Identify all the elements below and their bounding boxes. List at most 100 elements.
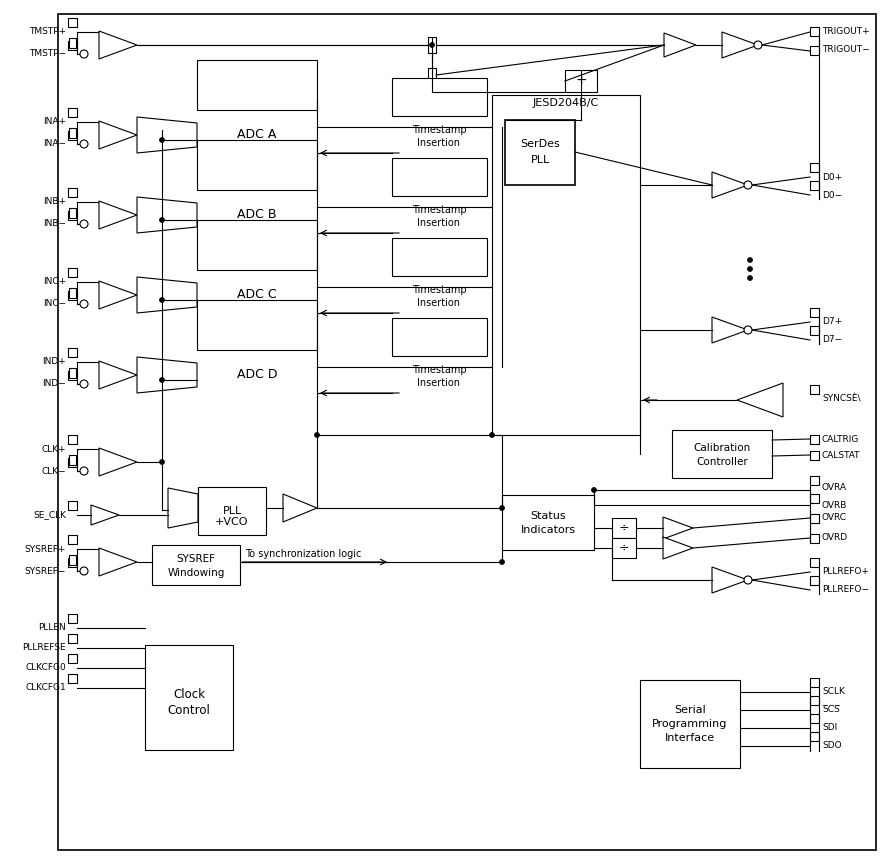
Text: ÷: ÷ [619,521,629,535]
Text: SYSREF: SYSREF [176,554,215,564]
Polygon shape [99,448,137,476]
Text: CALTRIG: CALTRIG [822,434,860,444]
Circle shape [744,576,752,584]
Text: INC+: INC+ [43,278,66,286]
Circle shape [499,506,505,511]
Text: INA−: INA− [43,139,66,149]
Circle shape [159,298,165,303]
Bar [810,714,819,723]
Circle shape [159,459,165,464]
Bar [69,288,76,298]
Polygon shape [99,361,137,389]
Bar [392,78,487,116]
Text: TMSTP−: TMSTP− [28,50,66,58]
Text: D7+: D7+ [822,317,842,327]
Bar [69,38,76,48]
Text: SYNCSÈ\: SYNCSÈ\ [822,395,861,403]
Text: TRIGOUT+: TRIGOUT+ [822,27,870,35]
Bar [197,140,317,190]
Bar [68,614,77,623]
Text: PLLREFSE: PLLREFSE [22,643,66,653]
Bar [392,238,487,276]
Text: Timestamp: Timestamp [412,285,466,295]
Bar [810,576,819,585]
Bar [68,108,77,117]
Bar [68,211,77,220]
Text: Controller: Controller [696,457,748,467]
Bar [810,163,819,172]
Bar [145,645,233,750]
Circle shape [430,42,434,47]
Circle shape [80,300,88,308]
Bar [810,385,819,394]
Bar [810,181,819,190]
Circle shape [748,267,753,272]
Polygon shape [663,537,693,559]
Bar [672,430,772,478]
Polygon shape [137,357,197,393]
Text: ÷: ÷ [619,542,629,555]
Circle shape [314,433,320,438]
Circle shape [159,378,165,383]
Bar [810,46,819,55]
Bar [68,501,77,510]
Text: PLLREFO−: PLLREFO− [822,586,869,594]
Bar [68,371,77,380]
Text: Indicators: Indicators [521,525,576,535]
Text: CLK−: CLK− [41,466,66,476]
Text: PLLREFO+: PLLREFO+ [822,568,869,576]
Circle shape [80,567,88,575]
Text: SDI: SDI [822,723,837,733]
Polygon shape [99,548,137,576]
Bar [565,70,597,92]
Bar [69,455,76,465]
Bar [68,634,77,643]
Bar [68,268,77,277]
Text: TRIGOUT−: TRIGOUT− [822,46,870,54]
Text: SYSREF−: SYSREF− [25,567,66,575]
Bar [810,696,819,705]
Text: Serial: Serial [674,705,706,715]
Circle shape [490,433,495,438]
Bar [502,495,594,550]
Text: INC−: INC− [43,299,66,309]
Circle shape [748,275,753,280]
Bar [152,545,240,585]
Bar [810,534,819,543]
Polygon shape [712,172,748,198]
Text: SCLK: SCLK [822,687,845,697]
Bar [640,680,740,768]
Bar [505,120,575,185]
Text: CLKCFG1: CLKCFG1 [25,684,66,692]
Circle shape [754,41,762,49]
Bar [810,558,819,567]
Text: Insertion: Insertion [417,138,460,148]
Bar [810,732,819,741]
Bar [68,535,77,544]
Text: Insertion: Insertion [417,218,460,228]
Bar [612,538,636,558]
Text: Insertion: Insertion [417,298,460,308]
Text: OVRA: OVRA [822,482,847,492]
Polygon shape [712,567,748,593]
Bar [68,458,77,467]
Text: To synchronization logic: To synchronization logic [245,549,361,559]
Polygon shape [712,317,748,343]
Text: ADC B: ADC B [238,208,277,222]
Text: PLLEN: PLLEN [38,624,66,632]
Text: IND−: IND− [42,379,66,389]
Text: ADC A: ADC A [238,128,277,142]
Bar [810,678,819,687]
Bar [810,326,819,335]
Text: Timestamp: Timestamp [412,365,466,375]
Text: Control: Control [167,703,210,716]
Bar [68,291,77,300]
Text: S̅C̅S̅: S̅C̅S̅ [822,705,840,715]
Polygon shape [99,121,137,149]
Bar [68,654,77,663]
Bar [68,188,77,197]
Text: +VCO: +VCO [215,517,248,527]
Text: ADC D: ADC D [237,368,278,382]
Bar [428,37,436,53]
Bar [69,555,76,565]
